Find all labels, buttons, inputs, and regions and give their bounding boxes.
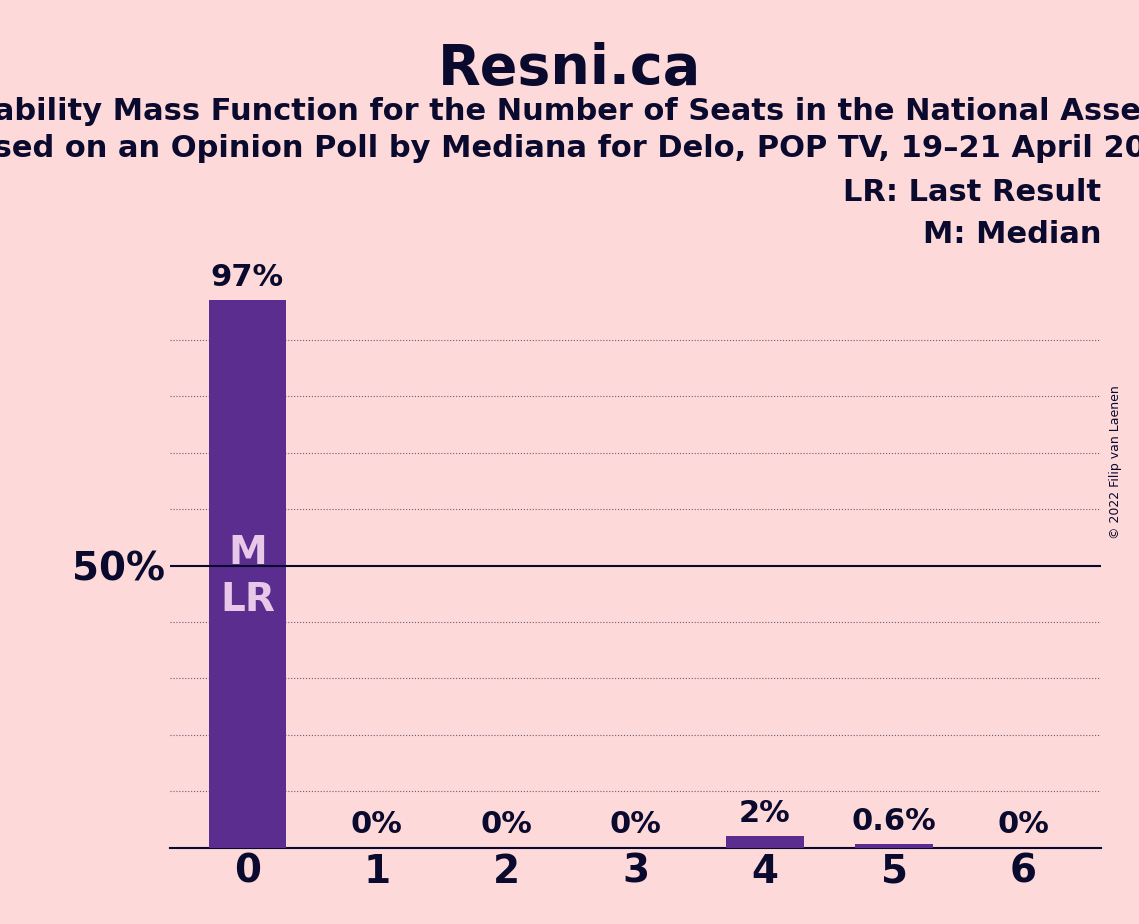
- Text: 2%: 2%: [739, 799, 790, 828]
- Text: Resni.ca: Resni.ca: [437, 42, 702, 95]
- Bar: [208, 300, 286, 847]
- Text: Probability Mass Function for the Number of Seats in the National Assembly: Probability Mass Function for the Number…: [0, 97, 1139, 126]
- Bar: [726, 836, 804, 847]
- Text: © 2022 Filip van Laenen: © 2022 Filip van Laenen: [1109, 385, 1122, 539]
- Text: 0%: 0%: [609, 810, 662, 839]
- Text: M
LR: M LR: [220, 534, 274, 619]
- Text: Based on an Opinion Poll by Mediana for Delo, POP TV, 19–21 April 2022: Based on an Opinion Poll by Mediana for …: [0, 134, 1139, 163]
- Text: 0%: 0%: [998, 810, 1049, 839]
- Bar: [855, 845, 933, 847]
- Text: 0.6%: 0.6%: [852, 807, 936, 836]
- Text: M: Median: M: Median: [923, 220, 1101, 249]
- Text: LR: Last Result: LR: Last Result: [843, 178, 1101, 207]
- Text: 0%: 0%: [481, 810, 532, 839]
- Text: 0%: 0%: [351, 810, 403, 839]
- Text: 97%: 97%: [211, 263, 284, 292]
